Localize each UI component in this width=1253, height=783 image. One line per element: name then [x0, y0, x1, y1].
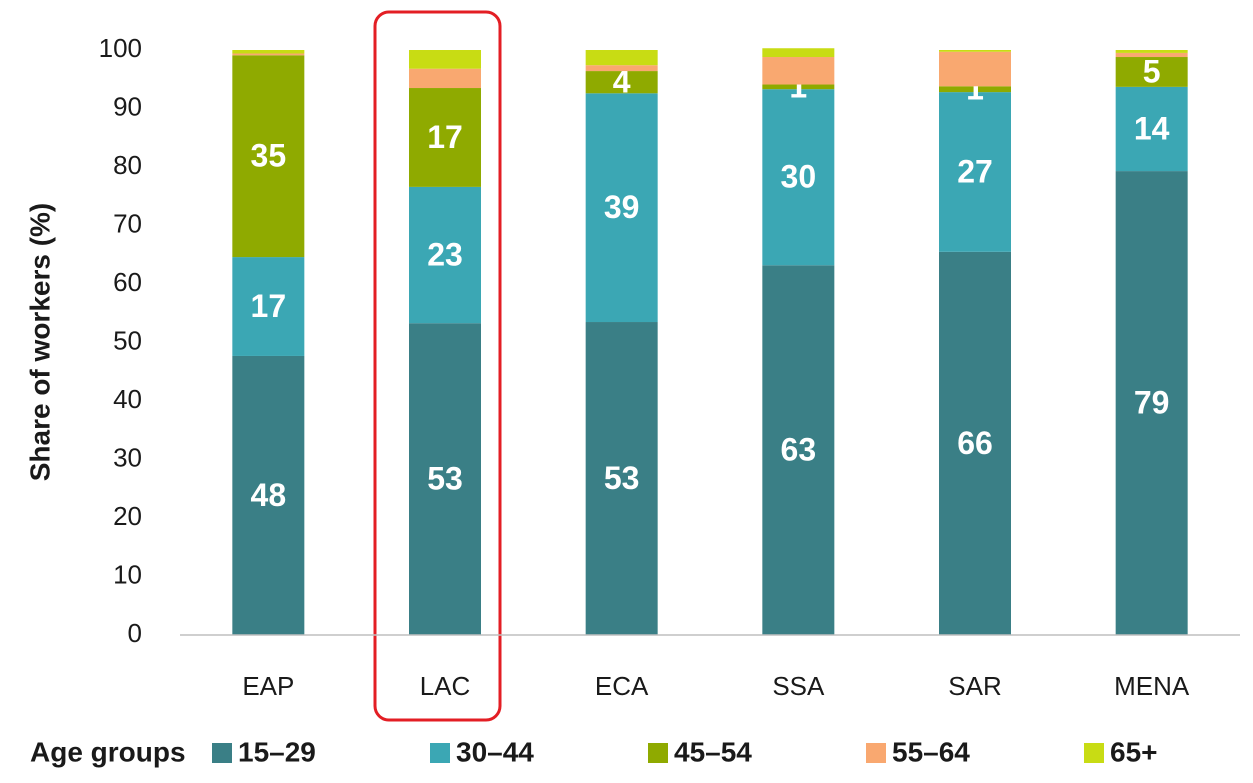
data-label: 48 — [251, 477, 287, 513]
legend-title: Age groups — [30, 736, 186, 767]
x-tick-label: SAR — [948, 671, 1001, 701]
bar-segment — [409, 323, 481, 635]
data-label: 17 — [427, 119, 463, 155]
data-label: 27 — [957, 153, 993, 189]
x-tick-label: ECA — [595, 671, 649, 701]
bar-segment — [232, 257, 305, 356]
bar-segment — [409, 88, 481, 187]
y-tick-label: 20 — [113, 501, 142, 531]
data-label: 79 — [1134, 385, 1170, 421]
data-label: 5 — [1143, 53, 1161, 89]
bar-segment — [585, 322, 658, 635]
y-tick-label: 50 — [113, 325, 142, 355]
legend-label: 15–29 — [238, 736, 316, 767]
data-label: 35 — [251, 138, 287, 174]
bar-segment — [585, 71, 658, 94]
data-label: 14 — [1134, 110, 1170, 146]
y-axis-title: Share of workers (%) — [24, 203, 55, 482]
bar-segment — [762, 84, 835, 90]
bar-segment — [939, 50, 1011, 52]
bar-segment — [762, 57, 835, 85]
highlight-box — [373, 10, 502, 722]
bar-segment — [232, 55, 305, 258]
y-tick-label: 60 — [113, 267, 142, 297]
y-tick-label: 90 — [113, 91, 142, 121]
legend-swatch — [648, 743, 668, 763]
x-tick-label: LAC — [420, 671, 471, 701]
bar-segment — [762, 48, 835, 58]
legend-swatch — [212, 743, 232, 763]
bar-segment — [1115, 52, 1188, 58]
legend-label: 45–54 — [674, 736, 752, 767]
bar-segment — [1115, 50, 1188, 53]
bar-segment — [409, 186, 481, 324]
data-label: 63 — [781, 432, 817, 468]
bar-segment — [1115, 86, 1188, 172]
legend-swatch — [1084, 743, 1104, 763]
x-tick-label: MENA — [1114, 671, 1190, 701]
x-tick-label: SSA — [772, 671, 825, 701]
bar-segment — [762, 89, 835, 266]
bar-segment — [585, 65, 658, 72]
bar-segment — [939, 251, 1011, 635]
bar-segment — [585, 50, 658, 66]
bar-segment — [232, 50, 305, 54]
y-tick-label: 80 — [113, 150, 142, 180]
bar-segment — [1115, 57, 1188, 87]
bar-segment — [585, 93, 658, 323]
data-label: 4 — [613, 64, 631, 100]
data-label: 53 — [427, 461, 463, 497]
bar-segment — [939, 92, 1011, 252]
y-tick-label: 10 — [113, 559, 142, 589]
bar-segment — [762, 265, 835, 635]
data-label: 66 — [957, 425, 993, 461]
y-tick-label: 0 — [128, 618, 142, 648]
data-label: 39 — [604, 189, 640, 225]
bar-segment — [409, 50, 481, 69]
data-label: 17 — [251, 288, 287, 324]
bar-segment — [409, 68, 481, 89]
legend-label: 65+ — [1110, 736, 1158, 767]
legend-label: 55–64 — [892, 736, 970, 767]
legend-swatch — [866, 743, 886, 763]
y-tick-label: 30 — [113, 442, 142, 472]
y-tick-label: 40 — [113, 384, 142, 414]
legend-swatch — [430, 743, 450, 763]
y-tick-label: 70 — [113, 208, 142, 238]
y-tick-label: 100 — [99, 33, 142, 63]
bar-segment — [232, 355, 305, 635]
bar-segment — [939, 51, 1011, 87]
bar-segment — [232, 53, 305, 56]
bar-segment — [1115, 171, 1188, 635]
data-label: 30 — [781, 159, 817, 195]
data-label: 53 — [604, 460, 640, 496]
bar-segment — [939, 86, 1011, 93]
legend-label: 30–44 — [456, 736, 534, 767]
data-label: 23 — [427, 236, 463, 272]
x-tick-label: EAP — [242, 671, 294, 701]
